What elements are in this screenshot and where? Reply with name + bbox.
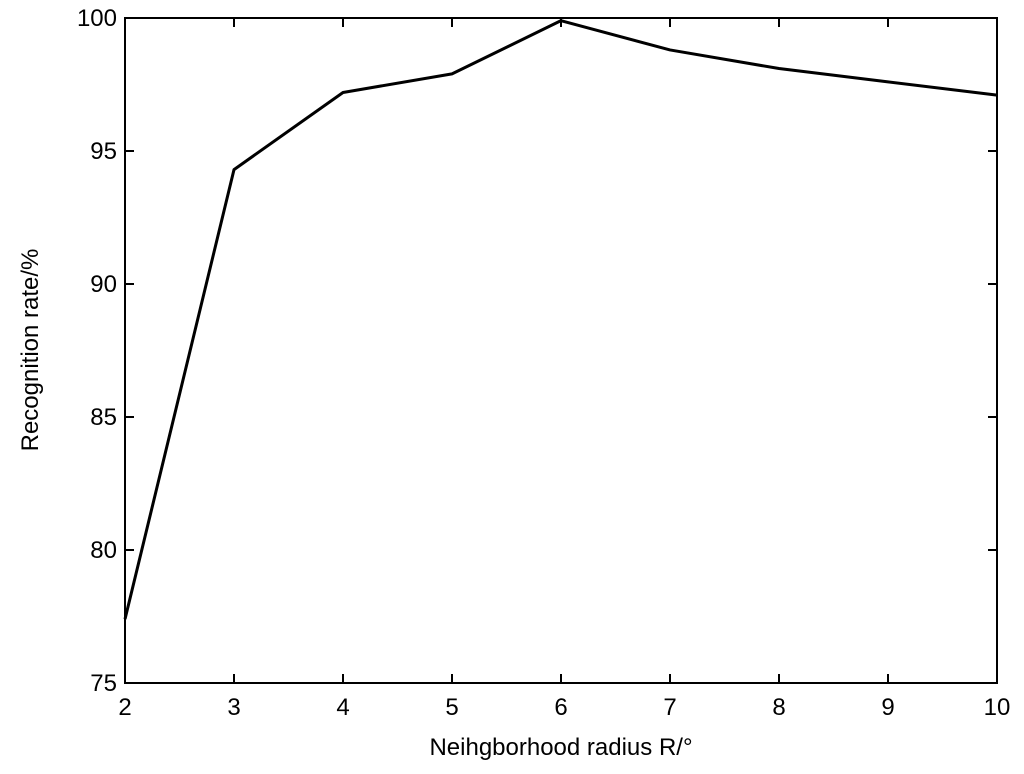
y-tick-label: 75 <box>90 670 117 697</box>
x-tick-label: 7 <box>663 694 676 721</box>
x-tick-label: 5 <box>445 694 458 721</box>
x-tick-label: 2 <box>118 694 131 721</box>
x-tick-label: 3 <box>227 694 240 721</box>
y-axis-label: Recognition rate/% <box>17 249 44 452</box>
y-tick-label: 90 <box>90 271 117 298</box>
x-tick-label: 4 <box>336 694 349 721</box>
x-tick-label: 8 <box>772 694 785 721</box>
y-tick-label: 95 <box>90 138 117 165</box>
plot-frame <box>124 17 998 684</box>
x-tick-label: 9 <box>881 694 894 721</box>
x-tick-label: 6 <box>554 694 567 721</box>
data-line <box>123 19 998 620</box>
y-tick-label: 80 <box>90 537 117 564</box>
y-tick-label: 100 <box>77 5 117 32</box>
x-tick-label: 10 <box>984 694 1011 721</box>
x-axis-label: Neihgborhood radius R/° <box>429 734 692 761</box>
y-tick-label: 85 <box>90 404 117 431</box>
